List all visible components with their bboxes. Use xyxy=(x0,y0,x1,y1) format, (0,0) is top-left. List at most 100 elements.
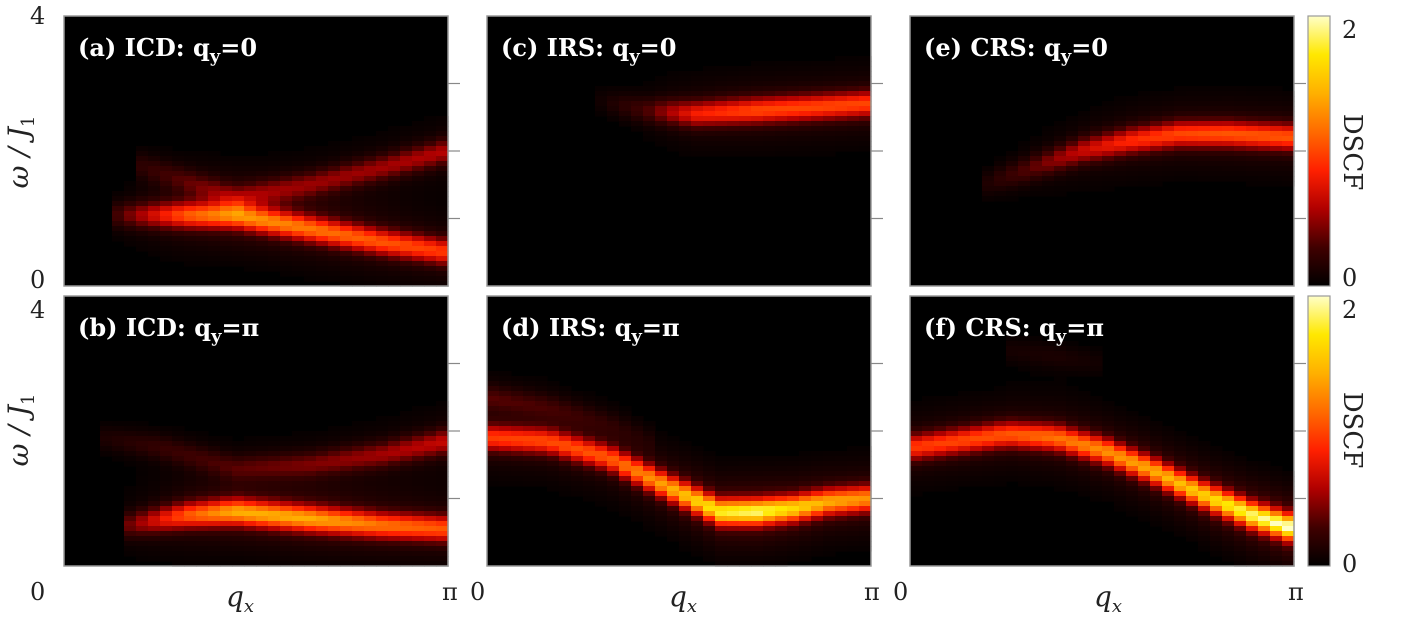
heatmap-cell xyxy=(304,501,317,507)
heatmap-cell xyxy=(859,66,872,72)
heatmap-cell xyxy=(1174,171,1187,177)
heatmap-cell xyxy=(739,151,752,157)
heatmap-cell xyxy=(196,446,209,452)
heatmap-cell xyxy=(1054,121,1067,127)
heatmap-cell xyxy=(1246,181,1259,187)
heatmap-cell xyxy=(220,476,233,482)
heatmap-cell xyxy=(763,471,776,477)
heatmap-cell xyxy=(751,506,764,512)
heatmap-cell xyxy=(910,416,923,422)
heatmap-cell xyxy=(388,146,401,152)
heatmap-cell xyxy=(799,511,812,517)
heatmap-cell xyxy=(1258,166,1271,172)
heatmap-cell xyxy=(631,451,644,457)
heatmap-cell xyxy=(583,416,596,422)
heatmap-cell xyxy=(172,171,185,177)
heatmap-cell xyxy=(559,446,572,452)
heatmap-cell xyxy=(184,456,197,462)
heatmap-cell xyxy=(946,466,959,472)
heatmap-cell xyxy=(1114,121,1127,127)
heatmap-cell xyxy=(412,181,425,187)
heatmap-cell xyxy=(376,166,389,172)
heatmap-cell xyxy=(982,166,995,172)
heatmap-cell xyxy=(946,406,959,412)
heatmap-cell xyxy=(595,501,608,507)
heatmap-cell xyxy=(1234,116,1247,122)
heatmap-cell xyxy=(304,436,317,442)
heatmap-cell xyxy=(1018,481,1031,487)
heatmap-cell xyxy=(304,231,317,237)
heatmap-cell xyxy=(268,236,281,242)
heatmap-cell xyxy=(835,141,848,147)
heatmap-cell xyxy=(1246,146,1259,152)
heatmap-cell xyxy=(727,111,740,117)
heatmap-cell xyxy=(691,526,704,532)
heatmap-cell xyxy=(835,106,848,112)
heatmap-cell xyxy=(523,431,536,437)
heatmap-cell xyxy=(328,221,341,227)
heatmap-cell xyxy=(667,486,680,492)
heatmap-cell xyxy=(232,511,245,517)
heatmap-cell xyxy=(1162,516,1175,522)
heatmap-cell xyxy=(160,186,173,192)
heatmap-cell xyxy=(751,76,764,82)
heatmap-cell xyxy=(982,411,995,417)
heatmap-cell xyxy=(811,131,824,137)
heatmap-cell xyxy=(184,261,197,267)
heatmap-cell xyxy=(1198,511,1211,517)
heatmap-cell xyxy=(799,551,812,557)
panel-a-title: (a) ICD: qy=0 xyxy=(78,33,257,67)
heatmap-cell xyxy=(124,521,137,527)
heatmap-cell xyxy=(523,391,536,397)
heatmap-cell xyxy=(583,406,596,412)
heatmap-cell xyxy=(1054,191,1067,197)
heatmap-cell xyxy=(691,96,704,102)
heatmap-cell xyxy=(667,116,680,122)
heatmap-cell xyxy=(328,426,341,432)
heatmap-cell xyxy=(763,91,776,97)
heatmap-cell xyxy=(268,156,281,162)
heatmap-cell xyxy=(835,546,848,552)
heatmap-cell xyxy=(1234,161,1247,167)
heatmap-cell xyxy=(958,441,971,447)
heatmap-cell xyxy=(1030,351,1043,357)
heatmap-cell xyxy=(970,426,983,432)
heatmap-cell xyxy=(352,141,365,147)
heatmap-cell xyxy=(160,161,173,167)
heatmap-cell xyxy=(388,126,401,132)
heatmap-cell xyxy=(487,466,500,472)
heatmap-cell xyxy=(835,536,848,542)
heatmap-cell xyxy=(340,551,353,557)
heatmap-cell xyxy=(1138,121,1151,127)
heatmap-cell xyxy=(1102,421,1115,427)
heatmap-cell xyxy=(1174,176,1187,182)
heatmap-cell xyxy=(823,511,836,517)
heatmap-cell xyxy=(1246,86,1259,92)
heatmap-cell xyxy=(1210,526,1223,532)
heatmap-cell xyxy=(619,471,632,477)
heatmap-cell xyxy=(631,501,644,507)
heatmap-cell xyxy=(751,536,764,542)
heatmap-cell xyxy=(196,241,209,247)
heatmap-cell xyxy=(160,551,173,557)
heatmap-cell xyxy=(424,206,437,212)
heatmap-cell xyxy=(958,421,971,427)
heatmap-cell xyxy=(400,516,413,522)
heatmap-cell xyxy=(946,476,959,482)
heatmap-cell xyxy=(184,556,197,562)
heatmap-cell xyxy=(268,476,281,482)
svg-text:ω / J1: ω / J1 xyxy=(2,394,39,467)
heatmap-cell xyxy=(643,86,656,92)
panel-d: (d) IRS: qy=π xyxy=(486,295,883,567)
heatmap-cell xyxy=(727,106,740,112)
heatmap-cell xyxy=(787,121,800,127)
heatmap-cell xyxy=(292,216,305,222)
heatmap-cell xyxy=(691,71,704,77)
heatmap-cell xyxy=(1150,436,1163,442)
heatmap-cell xyxy=(499,446,512,452)
heatmap-cell xyxy=(196,496,209,502)
heatmap-cell xyxy=(256,446,269,452)
heatmap-cell xyxy=(1186,111,1199,117)
heatmap-cell xyxy=(376,496,389,502)
heatmap-cell xyxy=(1198,546,1211,552)
